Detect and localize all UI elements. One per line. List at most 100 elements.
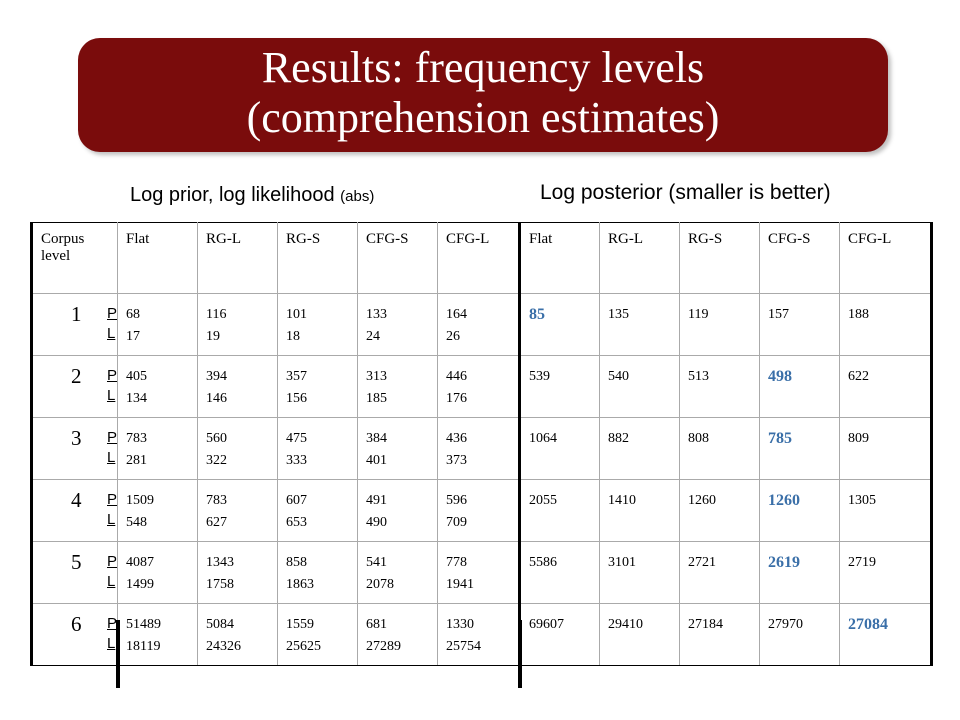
prior-likelihood-cell: 405 134 (117, 355, 198, 418)
log-likelihood-value: 18 (286, 329, 300, 344)
posterior-cell: 3101 (599, 541, 680, 604)
posterior-cell: 1064 (519, 417, 600, 480)
posterior-cell: 539 (519, 355, 600, 418)
prior-likelihood-cell: 491 490 (357, 479, 438, 542)
log-likelihood-value: 176 (446, 391, 467, 406)
prior-likelihood-cell: 101 18 (277, 293, 358, 356)
prior-likelihood-pair: 681 27289 (358, 604, 437, 658)
table-row: 1 P L 68 17 116 19 101 18 133 24 164 26 85 135 119 157 18… (30, 293, 933, 356)
prior-likelihood-pair: 783 281 (118, 418, 197, 472)
table-row: 3 P L 783 281 560 322 475 333 384 401 436 373 1064 882… (30, 417, 933, 480)
log-likelihood-value: 709 (446, 515, 467, 530)
prior-likelihood-cell: 783 281 (117, 417, 198, 480)
posterior-cell: 2619 (759, 541, 840, 604)
posterior-cell: 157 (759, 293, 840, 356)
prior-likelihood-pair: 357 156 (278, 356, 357, 410)
prior-likelihood-cell: 858 1863 (277, 541, 358, 604)
prior-label: P (107, 305, 118, 322)
log-posterior-value: 29410 (608, 617, 643, 632)
log-prior-value: 405 (126, 369, 147, 384)
log-prior-value: 491 (366, 493, 387, 508)
log-posterior-value: 513 (688, 369, 709, 384)
prior-likelihood-cell: 5084 24326 (197, 603, 278, 666)
likelihood-label: L (107, 449, 116, 466)
log-posterior-value: 188 (848, 307, 869, 322)
prior-likelihood-pair: 1330 25754 (438, 604, 518, 658)
prior-label: P (107, 491, 118, 508)
likelihood-label: L (107, 573, 116, 590)
prior-likelihood-cell: 436 373 (437, 417, 521, 480)
prior-likelihood-pair: 5084 24326 (198, 604, 277, 658)
log-prior-value: 5084 (206, 617, 234, 632)
corpus-level-number: 4 (71, 488, 82, 512)
corpus-level-number: 1 (71, 302, 82, 326)
prior-likelihood-pair: 101 18 (278, 294, 357, 348)
prior-likelihood-pair: 1559 25625 (278, 604, 357, 658)
prior-likelihood-pair: 1343 1758 (198, 542, 277, 596)
prior-likelihood-pair: 596 709 (438, 480, 518, 534)
subhead-log-prior: Log prior, log likelihood (abs) (130, 184, 374, 207)
prior-likelihood-cell: 384 401 (357, 417, 438, 480)
table-row: 4 P L 1509 548 783 627 607 653 491 490 596 709 2055 14… (30, 479, 933, 542)
posterior-cell: 882 (599, 417, 680, 480)
header-flat-abs: Flat (117, 222, 198, 294)
posterior-cell: 498 (759, 355, 840, 418)
table-row: 5 P L 4087 1499 1343 1758 858 1863 541 2078 778 1941… (30, 541, 933, 604)
title-banner: Results: frequency levels (comprehension… (78, 38, 888, 152)
log-likelihood-value: 156 (286, 391, 307, 406)
corpus-level-number: 5 (71, 550, 82, 574)
log-posterior-value: 1305 (848, 493, 876, 508)
log-posterior-value: 1260 (768, 492, 800, 509)
posterior-cell: 622 (839, 355, 933, 418)
prior-label: P (107, 553, 118, 570)
posterior-cell: 2721 (679, 541, 760, 604)
likelihood-label: L (107, 387, 116, 404)
log-likelihood-value: 2078 (366, 577, 394, 592)
prior-likelihood-cell: 560 322 (197, 417, 278, 480)
log-posterior-value: 27184 (688, 617, 723, 632)
posterior-cell: 27084 (839, 603, 933, 666)
prior-likelihood-pair: 436 373 (438, 418, 518, 472)
log-prior-value: 596 (446, 493, 467, 508)
log-prior-value: 783 (126, 431, 147, 446)
prior-likelihood-pair: 475 333 (278, 418, 357, 472)
prior-likelihood-pair: 858 1863 (278, 542, 357, 596)
posterior-cell: 85 (519, 293, 600, 356)
subhead-log-prior-abs: (abs) (340, 188, 375, 205)
log-prior-value: 475 (286, 431, 307, 446)
subhead-log-prior-main: Log prior, log likelihood (130, 184, 335, 206)
posterior-cell: 540 (599, 355, 680, 418)
log-likelihood-value: 401 (366, 453, 387, 468)
log-likelihood-value: 24 (366, 329, 380, 344)
table-divider-left-extension (116, 620, 120, 688)
prior-likelihood-cell: 313 185 (357, 355, 438, 418)
results-table: Corpus level Flat RG-L RG-S CFG-S CFG-L … (30, 222, 933, 666)
posterior-cell: 2719 (839, 541, 933, 604)
posterior-cell: 27970 (759, 603, 840, 666)
posterior-cell: 188 (839, 293, 933, 356)
log-prior-value: 681 (366, 617, 387, 632)
log-posterior-value: 809 (848, 431, 869, 446)
prior-likelihood-pair: 133 24 (358, 294, 437, 348)
log-posterior-value: 2721 (688, 555, 716, 570)
posterior-cell: 1260 (679, 479, 760, 542)
log-likelihood-value: 24326 (206, 639, 241, 654)
log-prior-value: 164 (446, 307, 467, 322)
log-prior-value: 313 (366, 369, 387, 384)
log-likelihood-value: 19 (206, 329, 220, 344)
prior-likelihood-cell: 164 26 (437, 293, 521, 356)
prior-likelihood-pair: 384 401 (358, 418, 437, 472)
log-likelihood-value: 281 (126, 453, 147, 468)
log-likelihood-value: 653 (286, 515, 307, 530)
prior-likelihood-cell: 1509 548 (117, 479, 198, 542)
prior-likelihood-cell: 68 17 (117, 293, 198, 356)
prior-likelihood-pair: 778 1941 (438, 542, 518, 596)
log-prior-value: 51489 (126, 617, 161, 632)
log-likelihood-value: 17 (126, 329, 140, 344)
